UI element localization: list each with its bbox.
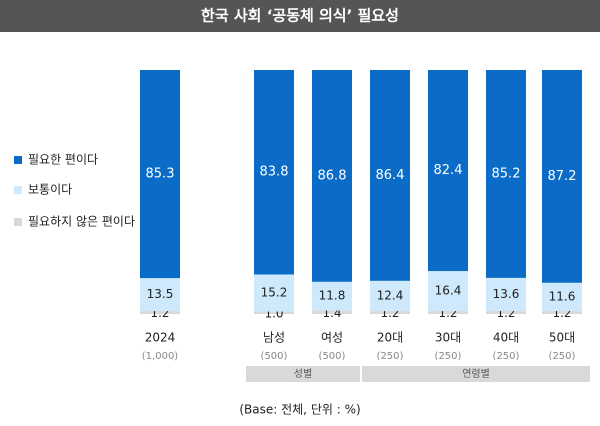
group-box — [362, 366, 590, 382]
value-label: 85.2 — [492, 166, 521, 181]
sample-size: (500) — [261, 351, 288, 362]
x-tick-label: 2024 — [145, 331, 176, 345]
sample-size: (1,000) — [142, 351, 179, 362]
value-label: 11.8 — [319, 289, 346, 303]
legend-swatch — [14, 156, 22, 164]
x-tick-label: 40대 — [493, 331, 519, 345]
x-tick-label: 여성 — [321, 331, 343, 345]
x-tick-label: 30대 — [435, 331, 461, 345]
value-label: 87.2 — [548, 169, 577, 184]
note: (Base: 전체, 단위 : %) — [239, 403, 360, 417]
legend-swatch — [14, 218, 22, 226]
bar-segment — [140, 311, 180, 314]
sample-size: (500) — [319, 351, 346, 362]
bar-segment — [428, 311, 468, 314]
legend-swatch — [14, 186, 22, 194]
legend-label: 보통이다 — [28, 183, 72, 197]
x-tick-label: 남성 — [263, 331, 285, 345]
bar-segment — [254, 274, 294, 312]
legend-label: 필요한 편이다 — [28, 153, 98, 167]
bar-segment — [312, 281, 352, 311]
x-tick-label: 50대 — [549, 331, 575, 345]
value-label: 11.6 — [549, 289, 576, 303]
bar-segment — [370, 280, 410, 312]
value-label: 12.4 — [377, 288, 404, 302]
bar-segment — [312, 70, 352, 282]
group-box — [246, 366, 360, 382]
bar-segment — [254, 70, 294, 275]
bar-segment — [312, 310, 352, 314]
bar-segment — [140, 278, 180, 312]
group-label: 성별 — [294, 368, 312, 380]
sample-size: (250) — [377, 351, 404, 362]
value-label: 16.4 — [435, 284, 462, 298]
value-label: 83.8 — [260, 165, 289, 180]
bar-segment — [486, 311, 526, 314]
bar-segment — [542, 311, 582, 314]
title-bar — [0, 0, 600, 32]
value-label: 13.5 — [147, 287, 174, 301]
sample-size: (250) — [435, 351, 462, 362]
bar-segment — [486, 277, 526, 312]
x-tick-label: 20대 — [377, 331, 403, 345]
value-label: 82.4 — [434, 163, 463, 178]
sample-size: (250) — [493, 351, 520, 362]
chart-title: 한국 사회 ‘공동체 의식’ 필요성 — [201, 7, 399, 25]
group-label: 연령별 — [462, 368, 490, 380]
value-label: 15.2 — [261, 286, 288, 300]
value-label: 86.4 — [376, 168, 405, 183]
bar-segment — [254, 311, 294, 314]
bar-segment — [428, 271, 468, 312]
sample-size: (250) — [549, 351, 576, 362]
bar-segment — [140, 70, 180, 279]
bar-segment — [370, 311, 410, 314]
bar-segment — [542, 70, 582, 283]
value-label: 86.8 — [318, 168, 347, 183]
value-label: 13.6 — [493, 287, 520, 301]
bar-segment — [486, 70, 526, 278]
bar-segment — [428, 70, 468, 272]
legend-label: 필요하지 않은 편이다 — [28, 215, 135, 229]
bar-segment — [542, 282, 582, 312]
value-label: 85.3 — [146, 167, 175, 182]
bar-segment — [370, 70, 410, 281]
